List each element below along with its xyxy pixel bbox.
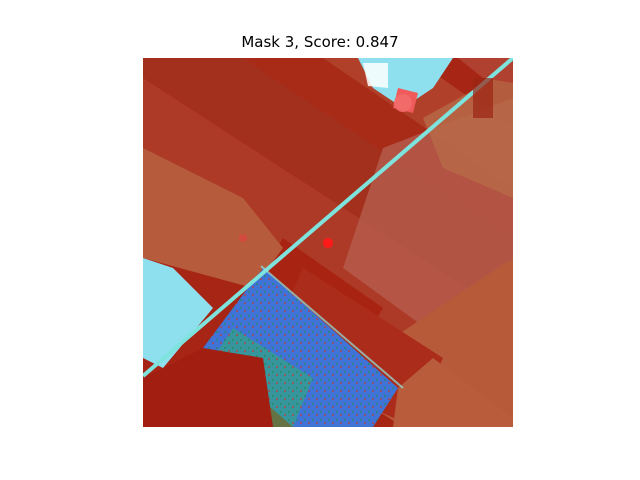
field-red-lower (263, 268, 443, 427)
small-feature (239, 234, 247, 242)
water-patch-left (143, 258, 213, 368)
field-bottom-left (143, 348, 273, 427)
satellite-image-panel (143, 58, 513, 427)
road-branch (260, 265, 404, 389)
figure-title: Mask 3, Score: 0.847 (241, 33, 399, 51)
satellite-image (143, 58, 513, 427)
prompt-point (323, 238, 333, 248)
dark-patch-top-right (473, 78, 493, 118)
road (143, 58, 513, 378)
field-top-right (458, 58, 513, 83)
field-brown-left (143, 148, 283, 288)
pink-blob (394, 94, 412, 112)
bright-patch-top (363, 63, 388, 88)
field-bottom-right (393, 358, 513, 427)
